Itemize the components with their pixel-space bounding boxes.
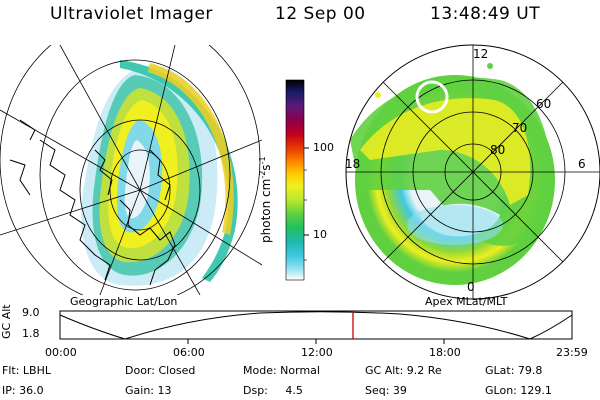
mlat-label-70: 70 xyxy=(512,121,528,135)
colorbar-tick-100: 100 xyxy=(313,141,334,154)
mlt-label-6: 6 xyxy=(578,157,586,171)
mlat-label-60: 60 xyxy=(536,97,552,111)
mlt-label-18: 18 xyxy=(345,157,361,171)
geographic-map xyxy=(0,45,262,295)
timeline-plot xyxy=(59,310,573,344)
polar-plot xyxy=(345,44,600,300)
timeline-xtick: 00:00 xyxy=(45,346,77,359)
timeline-xtick: 12:00 xyxy=(301,346,333,359)
mlat-label-80: 80 xyxy=(490,143,506,157)
ip-value: IP: 36.0 xyxy=(2,384,44,397)
geo-longitude: GLon: 129.1 xyxy=(485,384,552,397)
sequence-number: Seq: 39 xyxy=(365,384,407,397)
timeline-ytick-top: 9.0 xyxy=(22,306,40,319)
left-panel-caption: Geographic Lat/Lon xyxy=(70,295,178,308)
timeline-xtick: 18:00 xyxy=(429,346,461,359)
mlt-label-12: 12 xyxy=(473,47,489,61)
colorbar-unit-label: photon cm-2s-1 xyxy=(258,156,273,243)
geo-latitude: GLat: 79.8 xyxy=(485,364,543,377)
timeline-xtick: 06:00 xyxy=(173,346,205,359)
filter-value: Flt: LBHL xyxy=(2,364,51,377)
mlt-label-0: 0 xyxy=(467,280,475,294)
instrument-title: Ultraviolet Imager xyxy=(50,4,213,24)
date-label: 12 Sep 00 xyxy=(275,4,366,24)
gc-altitude: GC Alt: 9.2 Re xyxy=(365,364,442,377)
timeline-xtick: 23:59 xyxy=(556,346,588,359)
mode-value: Mode: Normal xyxy=(243,364,320,377)
door-status: Door: Closed xyxy=(125,364,196,377)
right-panel-caption: Apex MLat/MLT xyxy=(425,295,508,308)
gain-value: Gain: 13 xyxy=(125,384,172,397)
colorbar-tick-10: 10 xyxy=(313,228,327,241)
timeline-ytick-bottom: 1.8 xyxy=(22,327,40,340)
colorbar xyxy=(285,79,305,281)
timeline-axis-label: GC Alt xyxy=(0,304,13,339)
time-label: 13:48:49 UT xyxy=(430,4,541,24)
dsp-value: Dsp: 4.5 xyxy=(243,384,303,397)
